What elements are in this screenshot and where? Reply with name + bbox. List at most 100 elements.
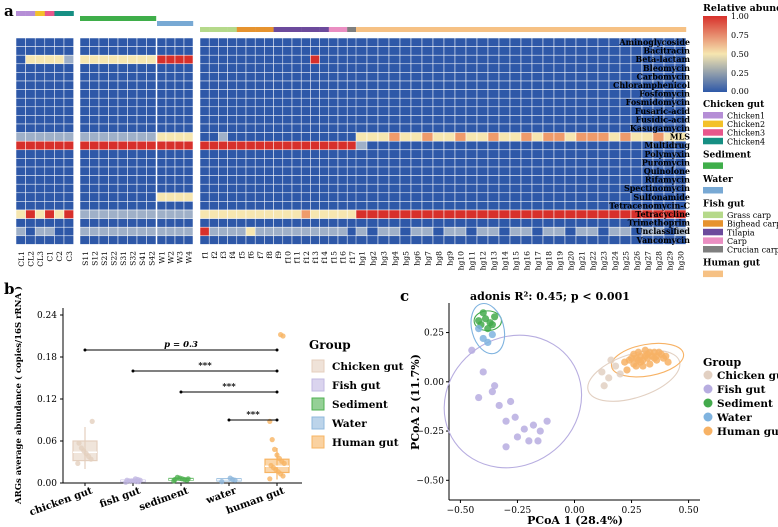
scatter-point <box>513 433 522 441</box>
heatmap-cell <box>377 80 390 90</box>
heatmap-cell <box>454 37 467 47</box>
heatmap-cell <box>542 54 555 65</box>
heatmap-cell <box>399 235 412 245</box>
annotation-bar-cell <box>273 27 283 32</box>
heatmap-cell <box>630 158 643 168</box>
heatmap-cell <box>63 54 74 65</box>
sample-label: f10 <box>283 251 292 264</box>
box-point <box>267 476 273 482</box>
heatmap-cell <box>443 218 456 228</box>
heatmap-cell <box>117 166 128 176</box>
heatmap-cell <box>328 175 339 185</box>
sample-label: f8 <box>265 251 274 259</box>
heatmap-cell <box>136 46 147 56</box>
scatter-point <box>488 388 496 396</box>
legend-section-title: Sediment <box>703 150 752 160</box>
sample-group-legend: Chicken gutChicken1Chicken2Chicken3Chick… <box>702 100 778 278</box>
heatmap-cell <box>34 115 46 125</box>
heatmap-cell <box>25 235 36 245</box>
legend-label: Chicken3 <box>727 129 765 138</box>
heatmap-cell <box>432 63 445 73</box>
heatmap-cell <box>199 115 210 125</box>
annotation-bar-cell <box>477 27 489 32</box>
heatmap-cell <box>410 63 423 73</box>
heatmap-cell <box>98 72 109 82</box>
heatmap-cell <box>346 201 357 211</box>
heatmap-cell <box>236 72 247 82</box>
heatmap-cell <box>264 149 274 159</box>
heatmap-cell <box>454 106 467 116</box>
heatmap-cell <box>487 63 500 73</box>
heatmap-cell <box>443 166 456 176</box>
heatmap-cell <box>136 192 147 202</box>
heatmap-cell <box>388 80 401 90</box>
heatmap-cell <box>553 89 566 99</box>
heatmap-cell <box>300 209 311 219</box>
heatmap-cell <box>410 106 423 116</box>
heatmap-cell <box>227 140 238 151</box>
x-tick-label: 0.00 <box>564 506 584 516</box>
heatmap-cell <box>199 140 210 151</box>
heatmap-cell <box>79 63 90 73</box>
heatmap-cell <box>319 218 330 228</box>
heatmap-cell <box>432 235 445 245</box>
heatmap-cell <box>63 37 74 47</box>
scatter-point <box>607 356 615 364</box>
heatmap-cell <box>454 209 467 219</box>
heatmap-cell <box>273 192 284 202</box>
legend-swatch <box>311 416 325 430</box>
annotation-bar-cell <box>255 27 265 32</box>
heatmap-cell <box>15 140 26 151</box>
heatmap-cell <box>564 97 577 108</box>
legend-section-title: Water <box>702 175 733 185</box>
heatmap-cell <box>355 132 368 142</box>
y-tick-label: −0.50 <box>416 476 444 486</box>
heatmap-cell <box>291 209 302 219</box>
heatmap-cell <box>183 183 194 194</box>
y-tick-label: −0.25 <box>416 427 444 437</box>
heatmap-cell <box>282 158 293 168</box>
heatmap-cell <box>199 218 210 228</box>
row-label: Tetracenomycin-C <box>609 200 690 210</box>
heatmap-cell <box>498 115 511 125</box>
heatmap-cell <box>388 89 401 99</box>
heatmap-cell <box>183 175 194 185</box>
heatmap-cell <box>608 166 621 176</box>
heatmap-cell <box>199 54 210 65</box>
heatmap-cell <box>264 218 274 228</box>
heatmap-cell <box>531 166 544 176</box>
heatmap-cell <box>54 226 65 237</box>
heatmap-cell <box>282 166 293 176</box>
heatmap-cell <box>346 183 357 194</box>
heatmap-cell <box>443 54 456 65</box>
heatmap-cell <box>273 226 284 237</box>
heatmap-cell <box>465 80 478 90</box>
legend-label: Sediment <box>332 399 388 411</box>
heatmap-cell <box>282 132 293 142</box>
heatmap-cell <box>291 63 302 73</box>
heatmap-cell <box>227 201 238 211</box>
heatmap-cell <box>366 54 379 65</box>
heatmap-cell <box>117 218 128 228</box>
annotation-bar-cell <box>356 27 368 32</box>
row-label: Beta-lactam <box>636 54 691 64</box>
heatmap-cell <box>264 89 274 99</box>
heatmap-cell <box>410 46 423 56</box>
heatmap-cell <box>465 201 478 211</box>
heatmap-cell <box>487 72 500 82</box>
heatmap-cell <box>328 218 339 228</box>
heatmap-cell <box>465 192 478 202</box>
heatmap-cell <box>575 175 588 185</box>
sample-label: S31 <box>119 251 128 266</box>
heatmap-cell <box>355 63 368 73</box>
heatmap-cell <box>218 192 228 202</box>
heatmap-cell <box>487 209 500 219</box>
heatmap-cell <box>355 175 368 185</box>
heatmap-cell <box>421 158 434 168</box>
heatmap-cell <box>337 63 348 73</box>
legend-label: Fish gut <box>717 384 766 396</box>
heatmap-cell <box>377 140 390 151</box>
sample-label: f5 <box>237 251 246 259</box>
sample-label: hg29 <box>666 251 675 271</box>
heatmap-cell <box>245 235 256 245</box>
